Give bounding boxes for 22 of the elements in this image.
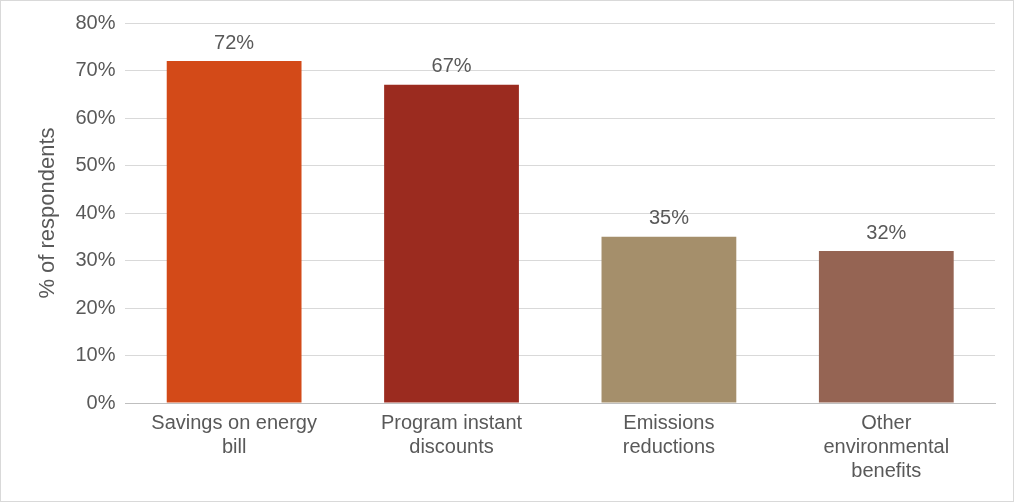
y-tick-label: 10% — [75, 343, 116, 366]
y-tick-label: 20% — [75, 295, 116, 318]
data-label: 35% — [648, 206, 690, 229]
data-label: 67% — [431, 54, 472, 77]
x-tick-label: Savings on energy bill — [151, 410, 317, 457]
bar — [166, 61, 302, 403]
data-label: 72% — [214, 30, 255, 53]
x-tick-label: Other environmental benefits — [823, 410, 950, 481]
y-tick-label: 60% — [75, 105, 116, 128]
y-tick-label: 70% — [75, 58, 116, 81]
x-tick-label: Emissions reductions — [622, 410, 716, 457]
y-tick-label: 50% — [75, 153, 116, 176]
y-tick-label: 80% — [75, 10, 116, 33]
y-tick-label: 0% — [86, 390, 116, 413]
x-tick-label: Program instant discounts — [380, 410, 523, 457]
y-tick-label: 30% — [75, 248, 116, 271]
bar — [384, 84, 519, 403]
bar — [601, 236, 737, 403]
y-axis-title: % of respondents — [34, 127, 60, 299]
y-tick-label: 40% — [75, 200, 116, 223]
bar — [818, 251, 954, 403]
data-label: 32% — [866, 220, 907, 243]
